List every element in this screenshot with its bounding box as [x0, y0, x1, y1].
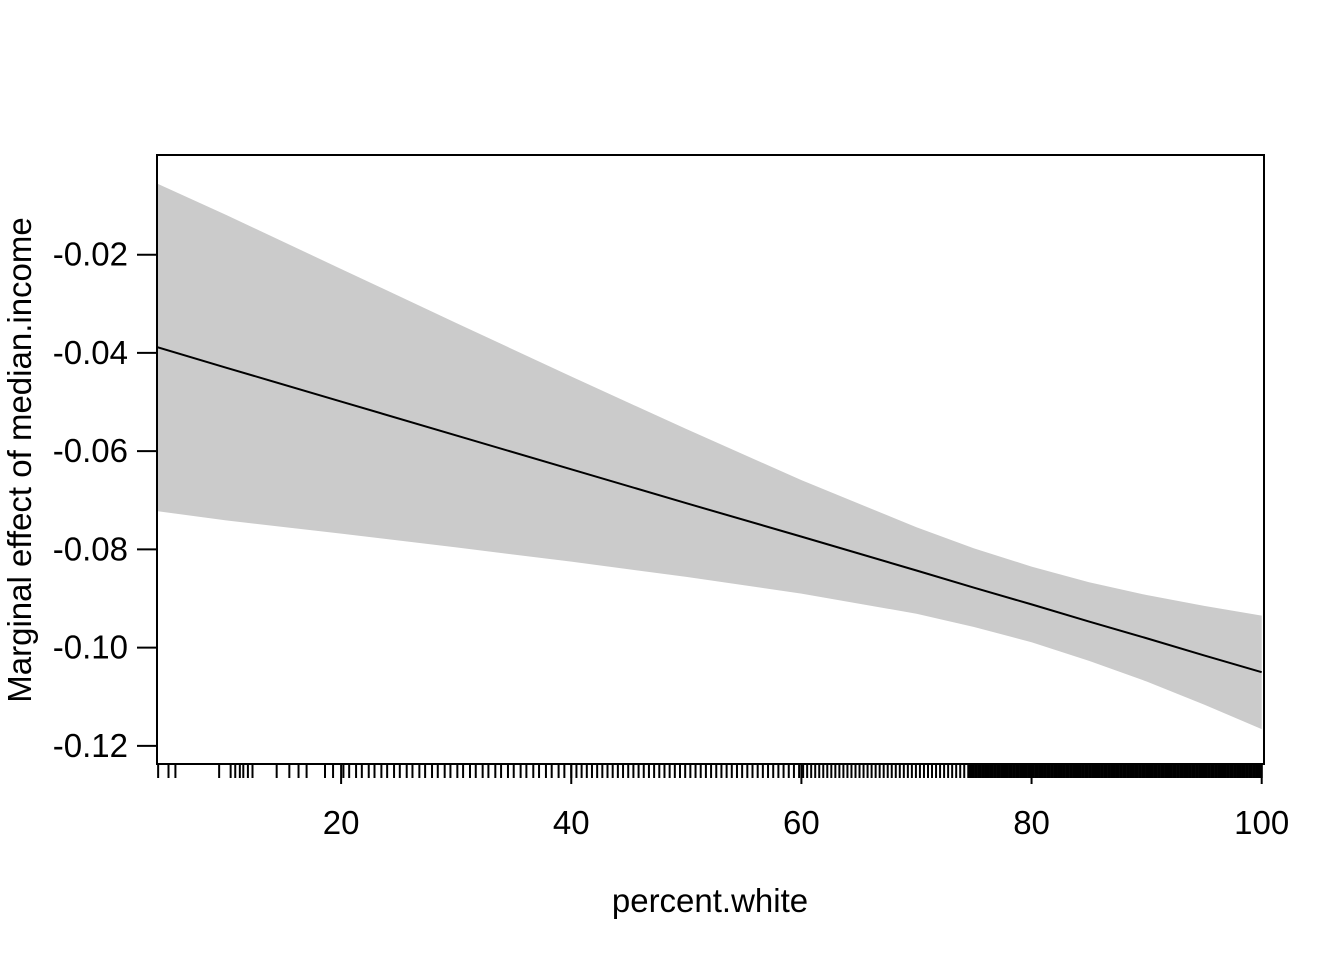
- plot-border: [156, 154, 1265, 765]
- x-tick-label: 80: [1013, 804, 1050, 841]
- confidence-band: [157, 183, 1262, 730]
- y-tick-label: -0.04: [53, 334, 128, 371]
- x-tick-label: 20: [323, 804, 360, 841]
- y-tick-label: -0.06: [53, 432, 128, 469]
- x-tick-label: 100: [1234, 804, 1289, 841]
- x-axis-tick-labels: 20 40 60 80 100: [323, 804, 1289, 841]
- y-tick-label: -0.02: [53, 236, 128, 273]
- y-tick-label: -0.10: [53, 629, 128, 666]
- y-axis-ticks: [137, 253, 157, 747]
- x-tick-label: 40: [553, 804, 590, 841]
- x-axis-title: percent.white: [612, 882, 808, 919]
- x-tick-label: 60: [783, 804, 820, 841]
- x-axis-ticks: [340, 764, 1263, 784]
- y-axis-title: Marginal effect of median.income: [1, 217, 38, 702]
- y-axis-tick-labels: -0.12 -0.10 -0.08 -0.06 -0.04 -0.02: [53, 236, 128, 764]
- y-tick-label: -0.08: [53, 530, 128, 567]
- fit-line: [157, 346, 1262, 674]
- y-tick-label: -0.12: [53, 727, 128, 764]
- rug-plot: [157, 764, 1263, 778]
